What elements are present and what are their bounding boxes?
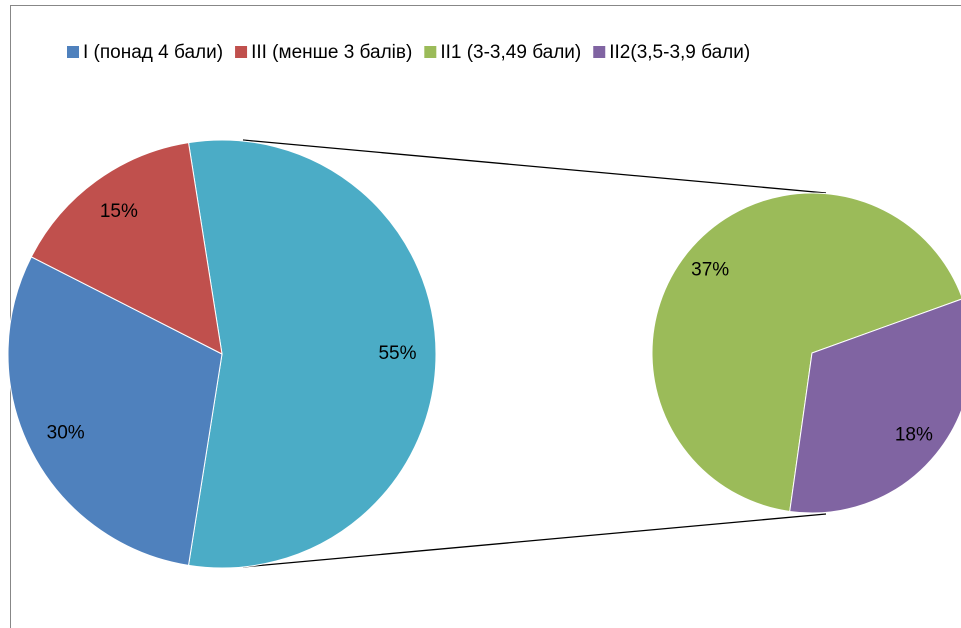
- pie-slice: [651, 192, 961, 513]
- legend-swatch: [67, 46, 79, 58]
- data-label: 37%: [691, 259, 729, 280]
- pie-slice: [187, 139, 437, 569]
- data-label: 15%: [100, 201, 138, 222]
- legend: I (понад 4 бали) III (менше 3 балів) II1 (…: [67, 42, 750, 63]
- legend-label: II2(3,5-3,9 бали): [609, 42, 750, 63]
- connector-line: [242, 139, 827, 194]
- data-label: 30%: [47, 423, 85, 444]
- pie-slice: [789, 298, 961, 514]
- legend-label: II1 (3-3,49 бали): [440, 42, 581, 63]
- legend-label: I (понад 4 бали): [83, 42, 223, 63]
- connector-line: [242, 513, 827, 568]
- data-label: 55%: [378, 343, 416, 364]
- pie-slice: [30, 142, 223, 355]
- pie-slice: [7, 256, 223, 566]
- legend-label: III (менше 3 балів): [251, 42, 412, 63]
- legend-swatch: [593, 46, 606, 58]
- legend-swatch: [235, 46, 248, 58]
- legend-swatch: [424, 46, 437, 58]
- data-label: 18%: [895, 425, 933, 446]
